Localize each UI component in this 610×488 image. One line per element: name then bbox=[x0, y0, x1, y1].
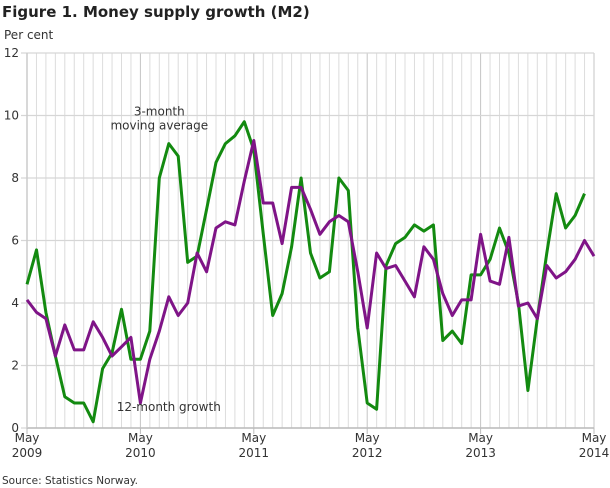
x-tick-label-month: May bbox=[15, 431, 40, 445]
x-tick-label-month: May bbox=[241, 431, 266, 445]
y-tick-label: 0 bbox=[11, 421, 19, 435]
x-tick-label-month: May bbox=[355, 431, 380, 445]
annotation-label: 12-month growth bbox=[117, 400, 221, 414]
x-tick-label-year: 2010 bbox=[125, 446, 156, 460]
y-tick-label: 4 bbox=[11, 296, 19, 310]
y-tick-label: 10 bbox=[4, 109, 19, 123]
x-tick-label-year: 2012 bbox=[352, 446, 383, 460]
x-tick-label-month: May bbox=[128, 431, 153, 445]
y-tick-label: 12 bbox=[4, 46, 19, 60]
y-axis-label: Per cent bbox=[4, 28, 54, 42]
series-line-12-month-growth bbox=[25, 139, 596, 405]
x-tick-label-year: 2011 bbox=[239, 446, 270, 460]
chart-title: Figure 1. Money supply growth (M2) bbox=[2, 3, 310, 21]
source-note: Source: Statistics Norway. bbox=[2, 475, 138, 487]
series-lines bbox=[25, 120, 596, 424]
y-tick-label: 8 bbox=[11, 171, 19, 185]
annotation-label: moving average bbox=[110, 119, 208, 133]
series-line-3-month-moving-average bbox=[25, 120, 586, 424]
x-tick-label-month: May bbox=[468, 431, 493, 445]
x-tick-label-year: 2014 bbox=[579, 446, 610, 460]
y-tick-label: 6 bbox=[11, 234, 19, 248]
axes: 024681012May2009May2010May2011May2012May… bbox=[4, 46, 610, 460]
x-tick-label-month: May bbox=[582, 431, 607, 445]
annotation-label: 3-month bbox=[134, 105, 185, 119]
y-tick-label: 2 bbox=[11, 359, 19, 373]
x-tick-label-year: 2009 bbox=[12, 446, 43, 460]
x-tick-label-year: 2013 bbox=[465, 446, 496, 460]
